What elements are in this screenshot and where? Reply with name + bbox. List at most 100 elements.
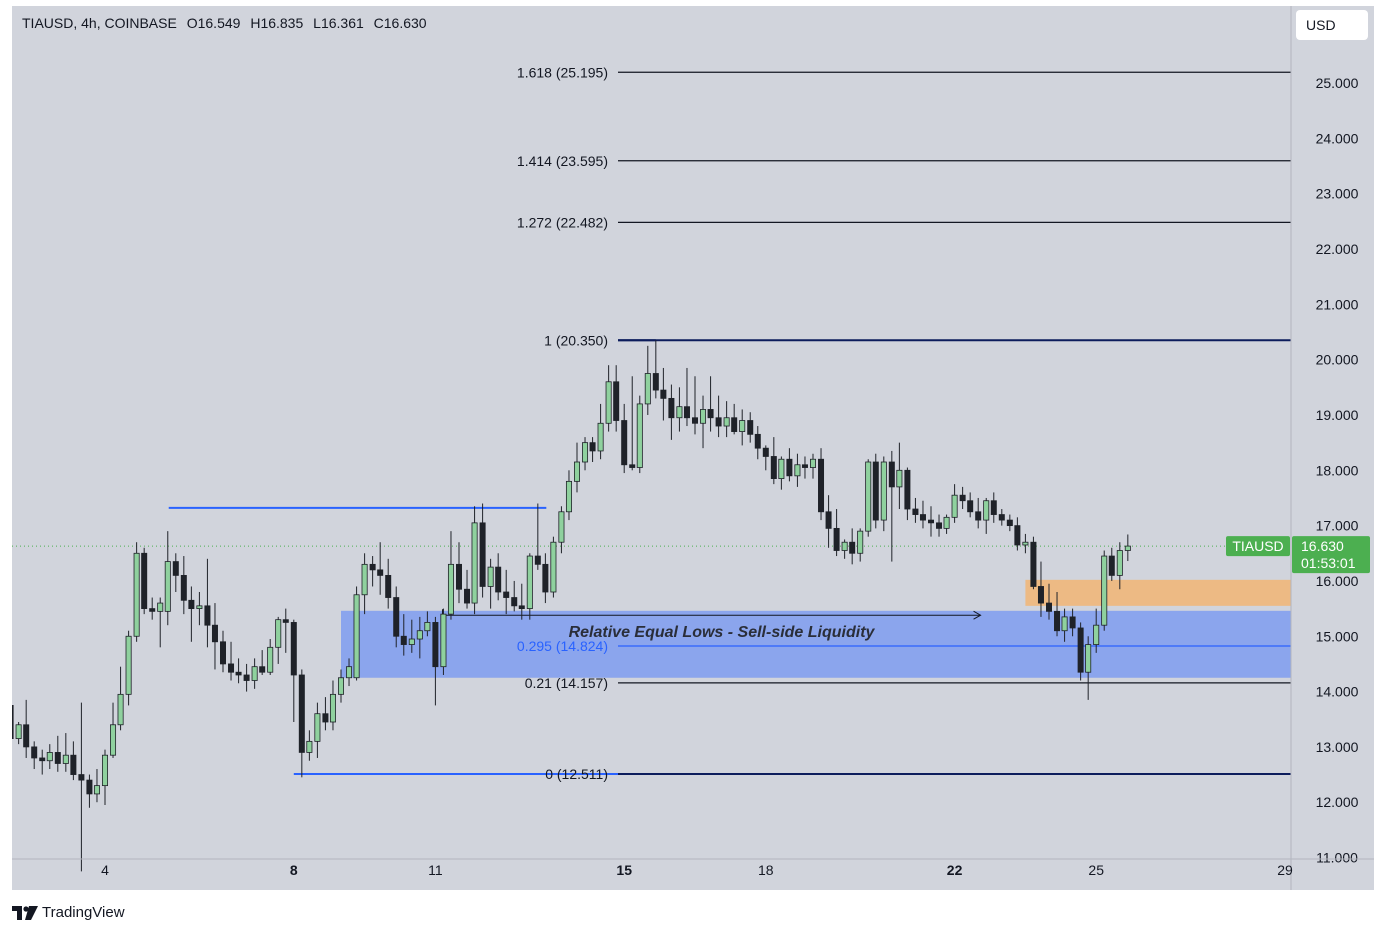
time-axis-label: 25 [1088,862,1104,878]
open-value: O16.549 [186,15,241,31]
bullish-candle [1101,555,1108,626]
bearish-candle [432,622,439,668]
bullish-candle [46,752,53,762]
plot-area[interactable] [12,71,1291,872]
bearish-candle [849,541,856,554]
bullish-candle [361,563,368,596]
bullish-candle [416,630,423,640]
bullish-candle [565,480,572,513]
bullish-candle [93,785,100,795]
sell-side-liquidity-zone [341,610,1291,678]
bearish-candle [629,464,636,468]
bearish-candle [621,420,628,466]
bearish-candle [172,561,179,576]
bearish-candle [990,500,997,515]
bearish-candle [400,635,407,645]
bullish-candle [778,458,785,479]
bullish-candle [739,420,746,432]
tradingview-brand[interactable]: TradingView [12,904,125,921]
bullish-candle [1093,624,1100,645]
bullish-candle [943,516,950,529]
bearish-candle [1014,525,1021,546]
bullish-candle [700,409,707,424]
bearish-candle [762,447,769,457]
bearish-candle [936,522,943,529]
bearish-candle [683,406,690,419]
price-axis-label: 17.000 [1316,518,1359,534]
fib-level-label: 0.295 (14.824) [517,638,608,654]
bearish-candle [833,527,840,551]
bullish-candle [353,594,360,679]
demand-zone [1025,579,1291,606]
bullish-candle [314,713,321,742]
bearish-candle [542,563,549,593]
bearish-candle [393,597,400,637]
bullish-candle [424,622,431,632]
bearish-candle [928,519,935,524]
bullish-candle [857,530,864,554]
bearish-candle [70,754,77,775]
bullish-candle [117,693,124,726]
bearish-candle [511,597,518,607]
bearish-candle [904,469,911,510]
bearish-candle [731,417,738,432]
time-axis-label: 11 [428,862,443,878]
bearish-candle [188,599,195,610]
bullish-candle [196,605,203,609]
bearish-candle [39,757,46,762]
bearish-candle [1046,602,1053,612]
bearish-candle [31,746,38,759]
bullish-candle [951,494,958,518]
bearish-candle [747,420,754,435]
chart-frame[interactable]: 1.618 (25.195) 1.414 (23.595) 1.272 (22.48… [12,6,1374,890]
bullish-candle [574,461,581,482]
price-axis-label: 19.000 [1316,407,1359,423]
bullish-candle [306,740,313,753]
fib-level-label: 0 (12.511) [545,766,608,782]
candlestick-chart[interactable]: 1.618 (25.195) 1.414 (23.595) 1.272 (22.48… [12,6,1374,890]
bearish-candle [660,389,667,399]
bearish-candle [1006,519,1013,527]
bullish-candle [644,373,651,405]
bearish-candle [228,663,235,673]
bullish-candle [865,461,872,532]
bearish-candle [180,575,187,601]
bearish-candle [78,774,85,781]
bullish-candle [526,555,533,610]
bearish-candle [770,456,777,479]
bearish-candle [1077,627,1084,673]
price-axis-label: 23.000 [1316,186,1359,202]
bearish-candle [998,514,1005,521]
bearish-candle [589,442,596,452]
bearish-candle [1054,610,1061,632]
price-axis-label: 22.000 [1316,241,1359,257]
bar-countdown: 01:53:01 [1301,555,1356,571]
bearish-candle [86,779,93,795]
bullish-candle [157,602,164,612]
bearish-candle [967,500,974,513]
bearish-candle [54,752,61,764]
bullish-candle [636,403,643,468]
price-axis-label: 12.000 [1316,794,1359,810]
last-price-tag [1292,536,1370,574]
bearish-candle [259,666,266,673]
bearish-candle [534,555,541,565]
bullish-candle [896,469,903,488]
bearish-candle [12,705,14,740]
bearish-candle [1108,555,1115,576]
bearish-candle [692,417,699,424]
price-axis-label: 16.000 [1316,573,1359,589]
bullish-candle [471,522,478,604]
bullish-candle [983,500,990,521]
currency-button[interactable]: USD [1296,10,1368,40]
bearish-candle [219,641,226,665]
liquidity-annotation: Relative Equal Lows - Sell-side Liquidit… [569,624,876,641]
bullish-candle [841,541,848,551]
bullish-candle [558,511,565,543]
bullish-candle [440,613,447,668]
price-axis-label: 18.000 [1316,462,1359,478]
tradingview-logo-icon [12,905,38,920]
bearish-candle [503,591,510,598]
bearish-candle [754,433,761,449]
bearish-candle [290,622,297,676]
